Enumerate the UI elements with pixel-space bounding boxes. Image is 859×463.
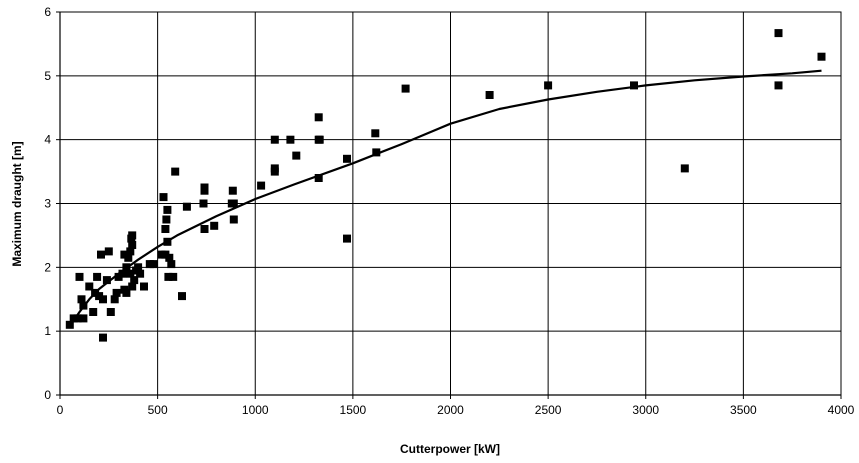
y-tick-label: 3 [44,197,51,211]
x-tick-label: 1000 [242,403,269,417]
data-point [99,295,107,304]
data-point [136,269,145,278]
data-point [128,282,137,291]
data-point [162,215,171,224]
data-point [79,301,88,310]
data-point [314,113,323,122]
data-point [200,183,209,192]
data-point [343,234,351,243]
data-point [97,250,105,259]
x-axis-title: Cutterpower [kW] [400,442,500,456]
y-tick-label: 5 [44,69,51,83]
data-point [371,129,380,138]
data-point [229,215,238,224]
data-point [163,237,172,246]
data-point [122,288,131,297]
data-point [110,295,119,304]
x-tick-label: 4000 [828,403,855,417]
data-point [401,84,410,93]
data-point [159,193,168,202]
data-point [77,295,86,304]
x-tick-label: 2500 [535,403,562,417]
data-point [774,29,783,38]
data-point [171,167,180,176]
data-point [774,81,783,90]
data-point [128,231,137,240]
data-point [167,260,176,269]
data-point [343,154,351,163]
data-point [210,221,219,230]
data-point [102,276,111,285]
plot-area [59,11,842,396]
data-point [89,308,98,316]
y-tick-label: 2 [44,260,51,274]
axes [56,11,842,399]
x-tick-label: 0 [57,403,64,417]
data-point [292,151,301,160]
y-tick-label: 6 [44,5,51,19]
data-point [126,247,135,256]
data-point [126,269,135,278]
data-point [169,272,178,281]
data-point [140,282,148,291]
data-point [270,167,279,176]
points-layer [65,29,826,342]
data-point [73,314,82,323]
data-point [630,81,638,90]
x-tick-label: 2000 [437,403,464,417]
y-axis-title: Maximum draught [m] [10,141,24,266]
data-point [270,135,279,144]
data-point [85,282,94,291]
data-point [134,263,143,272]
data-point [130,276,139,285]
y-tick-label: 0 [44,388,51,402]
data-point [165,253,174,262]
data-point [118,269,127,278]
data-point [112,288,121,297]
data-point [544,81,553,90]
data-point [124,253,133,262]
data-point [680,164,689,173]
x-tick-label: 3500 [730,403,757,417]
y-tick-label: 1 [44,324,51,338]
data-point [93,272,102,281]
data-point [314,174,323,182]
data-point [178,292,186,301]
data-point [106,308,115,316]
data-point [163,205,172,214]
data-point [257,181,266,190]
data-point [99,333,107,342]
data-point [79,314,88,323]
data-point [817,52,826,61]
data-point [228,186,237,195]
data-point [149,260,158,269]
data-point [104,247,113,256]
data-point [199,199,208,208]
x-tick-label: 1500 [340,403,367,417]
y-tick-label: 4 [44,133,51,147]
data-point [485,91,494,99]
data-point [128,241,137,249]
data-point [161,225,170,233]
data-point [122,263,131,272]
data-point [75,272,84,281]
data-point [65,320,74,329]
x-tick-label: 500 [148,403,168,417]
data-point [200,225,209,233]
x-tick-label: 3000 [632,403,659,417]
data-point [164,272,173,281]
data-point [315,135,324,144]
tick-labels: 0 500 1000 1500 2000 2500 3000 3500 4000 0 1 2 3 4 5 6 [44,5,854,417]
data-point [286,135,295,144]
data-point [229,199,238,208]
data-point [182,202,191,211]
data-point [372,148,381,157]
